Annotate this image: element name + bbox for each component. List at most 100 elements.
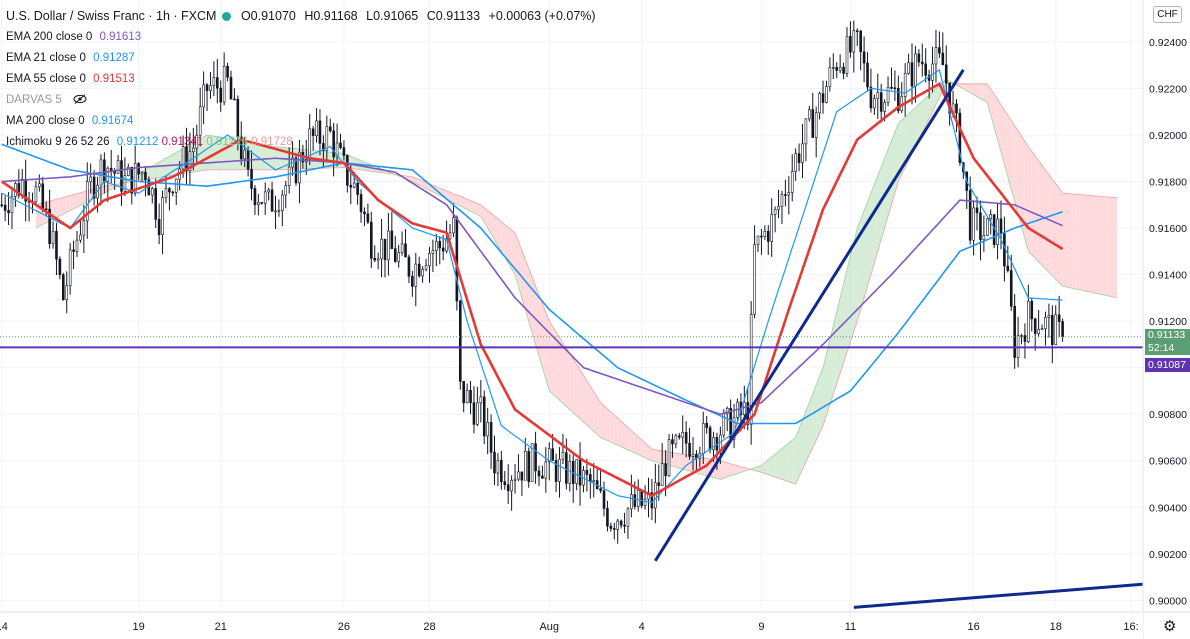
cloud-segment bbox=[983, 83, 988, 103]
candle-body bbox=[835, 67, 839, 71]
chart-legend: U.S. Dollar / Swiss Franc · 1h · FXCM O0… bbox=[6, 6, 601, 153]
cloud-segment bbox=[463, 197, 468, 210]
candle-body bbox=[743, 402, 746, 415]
candle-body bbox=[633, 494, 637, 507]
candle-body bbox=[626, 508, 630, 527]
cloud-segment bbox=[1069, 193, 1073, 289]
indicator-value: 0.91513 bbox=[93, 73, 135, 85]
price-tick-label: 0.91600 bbox=[1149, 223, 1187, 235]
cloud-segment bbox=[727, 462, 731, 478]
currency-button[interactable]: CHF bbox=[1153, 6, 1182, 23]
cloud-segment bbox=[1048, 174, 1053, 276]
candle-body bbox=[263, 191, 267, 204]
cloud-segment bbox=[1093, 195, 1097, 294]
cloud-segment bbox=[651, 449, 656, 462]
candle-body bbox=[794, 153, 797, 172]
indicator-ema200[interactable]: EMA 200 close 0 0.91613 bbox=[6, 27, 601, 48]
candle-body bbox=[277, 210, 281, 212]
candle-body bbox=[838, 66, 842, 71]
trendline bbox=[853, 582, 1145, 609]
candle-body bbox=[818, 93, 821, 114]
price-tick-label: 0.92000 bbox=[1149, 130, 1187, 142]
symbol-title[interactable]: U.S. Dollar / Swiss Franc · 1h · FXCM bbox=[6, 9, 217, 23]
settings-gear-icon[interactable]: ⚙ bbox=[1163, 618, 1177, 635]
hidden-eye-icon[interactable] bbox=[73, 94, 87, 104]
cloud-segment bbox=[761, 462, 765, 474]
last-price-value: 0.91133 bbox=[1148, 328, 1186, 341]
candle-body bbox=[284, 185, 288, 196]
candle-body bbox=[315, 120, 318, 136]
candle-body bbox=[281, 194, 284, 211]
candle-body bbox=[51, 230, 55, 244]
cloud-segment bbox=[1100, 196, 1104, 295]
cloud-segment bbox=[66, 195, 71, 213]
cloud-segment bbox=[737, 465, 741, 474]
candle-body bbox=[701, 423, 705, 454]
candle-body bbox=[168, 188, 171, 193]
cloud-segment bbox=[562, 342, 567, 407]
cloud-segment bbox=[925, 94, 930, 126]
price-tick-label: 0.90400 bbox=[1149, 502, 1187, 514]
indicator-ema55[interactable]: EMA 55 close 0 0.91513 bbox=[6, 69, 601, 90]
cloud-segment bbox=[846, 255, 851, 353]
cloud-segment bbox=[723, 461, 728, 479]
candle-body bbox=[790, 171, 794, 193]
candle-body bbox=[222, 65, 226, 103]
candle-body bbox=[828, 67, 832, 87]
indicator-ema21[interactable]: EMA 21 close 0 0.91287 bbox=[6, 48, 601, 69]
candle-body bbox=[472, 402, 476, 425]
cloud-segment bbox=[658, 450, 663, 464]
candle-body bbox=[7, 210, 10, 214]
candle-body bbox=[216, 77, 219, 89]
time-tick-label: 16 bbox=[967, 621, 979, 633]
indicator-label: DARVAS 5 bbox=[6, 94, 62, 106]
cloud-segment bbox=[716, 460, 721, 480]
candle-body bbox=[58, 258, 62, 276]
cloud-segment bbox=[422, 181, 427, 189]
indicator-ichimoku[interactable]: Ichimoku 9 26 52 26 0.91212 0.91341 0.91… bbox=[6, 132, 601, 153]
indicator-darvas[interactable]: DARVAS 5 bbox=[6, 90, 601, 111]
cloud-segment bbox=[1079, 194, 1084, 291]
candle-body bbox=[636, 490, 640, 507]
cloud-segment bbox=[1018, 130, 1022, 227]
candle-body bbox=[760, 235, 763, 238]
candle-body bbox=[17, 183, 21, 196]
candle-body bbox=[510, 480, 513, 492]
cloud-segment bbox=[1072, 194, 1077, 290]
cloud-segment bbox=[775, 451, 779, 479]
indicator-ma200[interactable]: MA 200 close 0 0.91674 bbox=[6, 111, 601, 132]
candle-body bbox=[855, 30, 859, 32]
cloud-segment bbox=[583, 375, 587, 426]
candle-body bbox=[476, 402, 479, 425]
candle-body bbox=[205, 84, 209, 91]
candle-body bbox=[438, 241, 442, 249]
candle-body bbox=[890, 86, 893, 89]
cloud-segment bbox=[912, 107, 916, 154]
cloud-segment bbox=[1031, 151, 1036, 259]
ohlc-high: H0.91168 bbox=[304, 9, 358, 23]
cloud-segment bbox=[689, 455, 693, 472]
candle-body bbox=[797, 153, 801, 163]
candle-body bbox=[958, 112, 962, 163]
candle-body bbox=[79, 234, 82, 241]
indicator-label: MA 200 close 0 bbox=[6, 115, 85, 127]
candle-body bbox=[109, 167, 113, 172]
candle-body bbox=[917, 53, 921, 63]
candle-body bbox=[602, 490, 606, 509]
price-tick-label: 0.90600 bbox=[1149, 456, 1187, 468]
candle-body bbox=[181, 146, 185, 170]
candle-body bbox=[924, 63, 927, 76]
candle-body bbox=[239, 136, 243, 160]
cloud-segment bbox=[1045, 169, 1049, 273]
candle-body bbox=[859, 30, 862, 53]
trendlines bbox=[0, 69, 1145, 609]
cloud-segment bbox=[538, 294, 543, 368]
candle-body bbox=[920, 61, 924, 65]
candle-body bbox=[407, 256, 411, 277]
candle-body bbox=[236, 98, 240, 138]
cloud-segment bbox=[621, 421, 625, 449]
price-tick-label: 0.91400 bbox=[1149, 270, 1187, 282]
candle-body bbox=[287, 166, 291, 186]
candle-body bbox=[684, 432, 688, 444]
